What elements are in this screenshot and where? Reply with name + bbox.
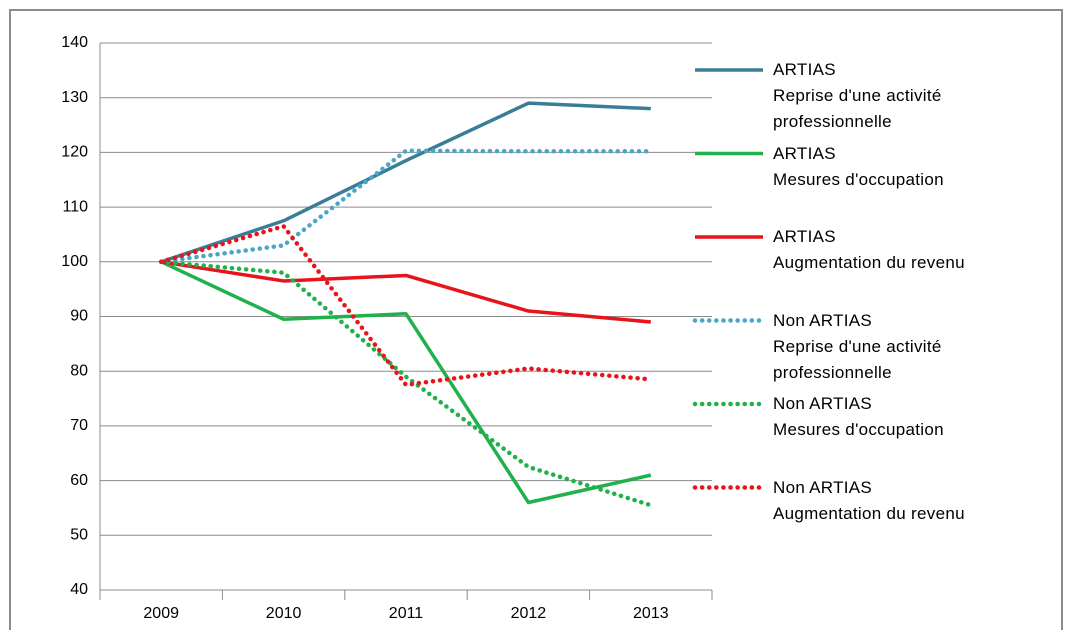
- y-tick-label: 40: [70, 581, 88, 598]
- y-tick-label: 90: [70, 308, 88, 325]
- y-tick-label: 50: [70, 527, 88, 544]
- chart-frame: [9, 9, 1063, 630]
- legend-label: Non ARTIAS Augmentation du revenu: [773, 477, 965, 523]
- series-line: [158, 223, 654, 388]
- series-line: [158, 259, 654, 508]
- x-tick-label: 2013: [633, 605, 669, 622]
- x-tick-label: 2012: [511, 605, 547, 622]
- y-tick-label: 80: [70, 362, 88, 379]
- y-tick-label: 70: [70, 417, 88, 434]
- x-tick-label: 2009: [143, 605, 179, 622]
- y-tick-label: 140: [61, 34, 88, 51]
- legend-label: ARTIAS Reprise d'une activité profession…: [773, 60, 942, 131]
- series-line: [160, 260, 651, 324]
- legend-label: Non ARTIAS Mesures d'occupation: [773, 394, 944, 439]
- series-line: [160, 260, 652, 505]
- y-tick-label: 60: [70, 472, 88, 489]
- x-tick-label: 2011: [389, 605, 424, 622]
- legend-label: ARTIAS Mesures d'occupation: [773, 143, 944, 189]
- y-tick-label: 120: [61, 144, 88, 161]
- y-tick-label: 100: [61, 253, 88, 270]
- x-tick-label: 2010: [266, 605, 302, 622]
- y-tick-label: 130: [61, 89, 88, 106]
- y-tick-label: 110: [62, 198, 88, 215]
- legend-label: ARTIAS Augmentation du revenu: [773, 227, 965, 272]
- series-line: [158, 148, 654, 265]
- series-line: [160, 101, 651, 264]
- legend-label: Non ARTIAS Reprise d'une activité profes…: [773, 310, 942, 382]
